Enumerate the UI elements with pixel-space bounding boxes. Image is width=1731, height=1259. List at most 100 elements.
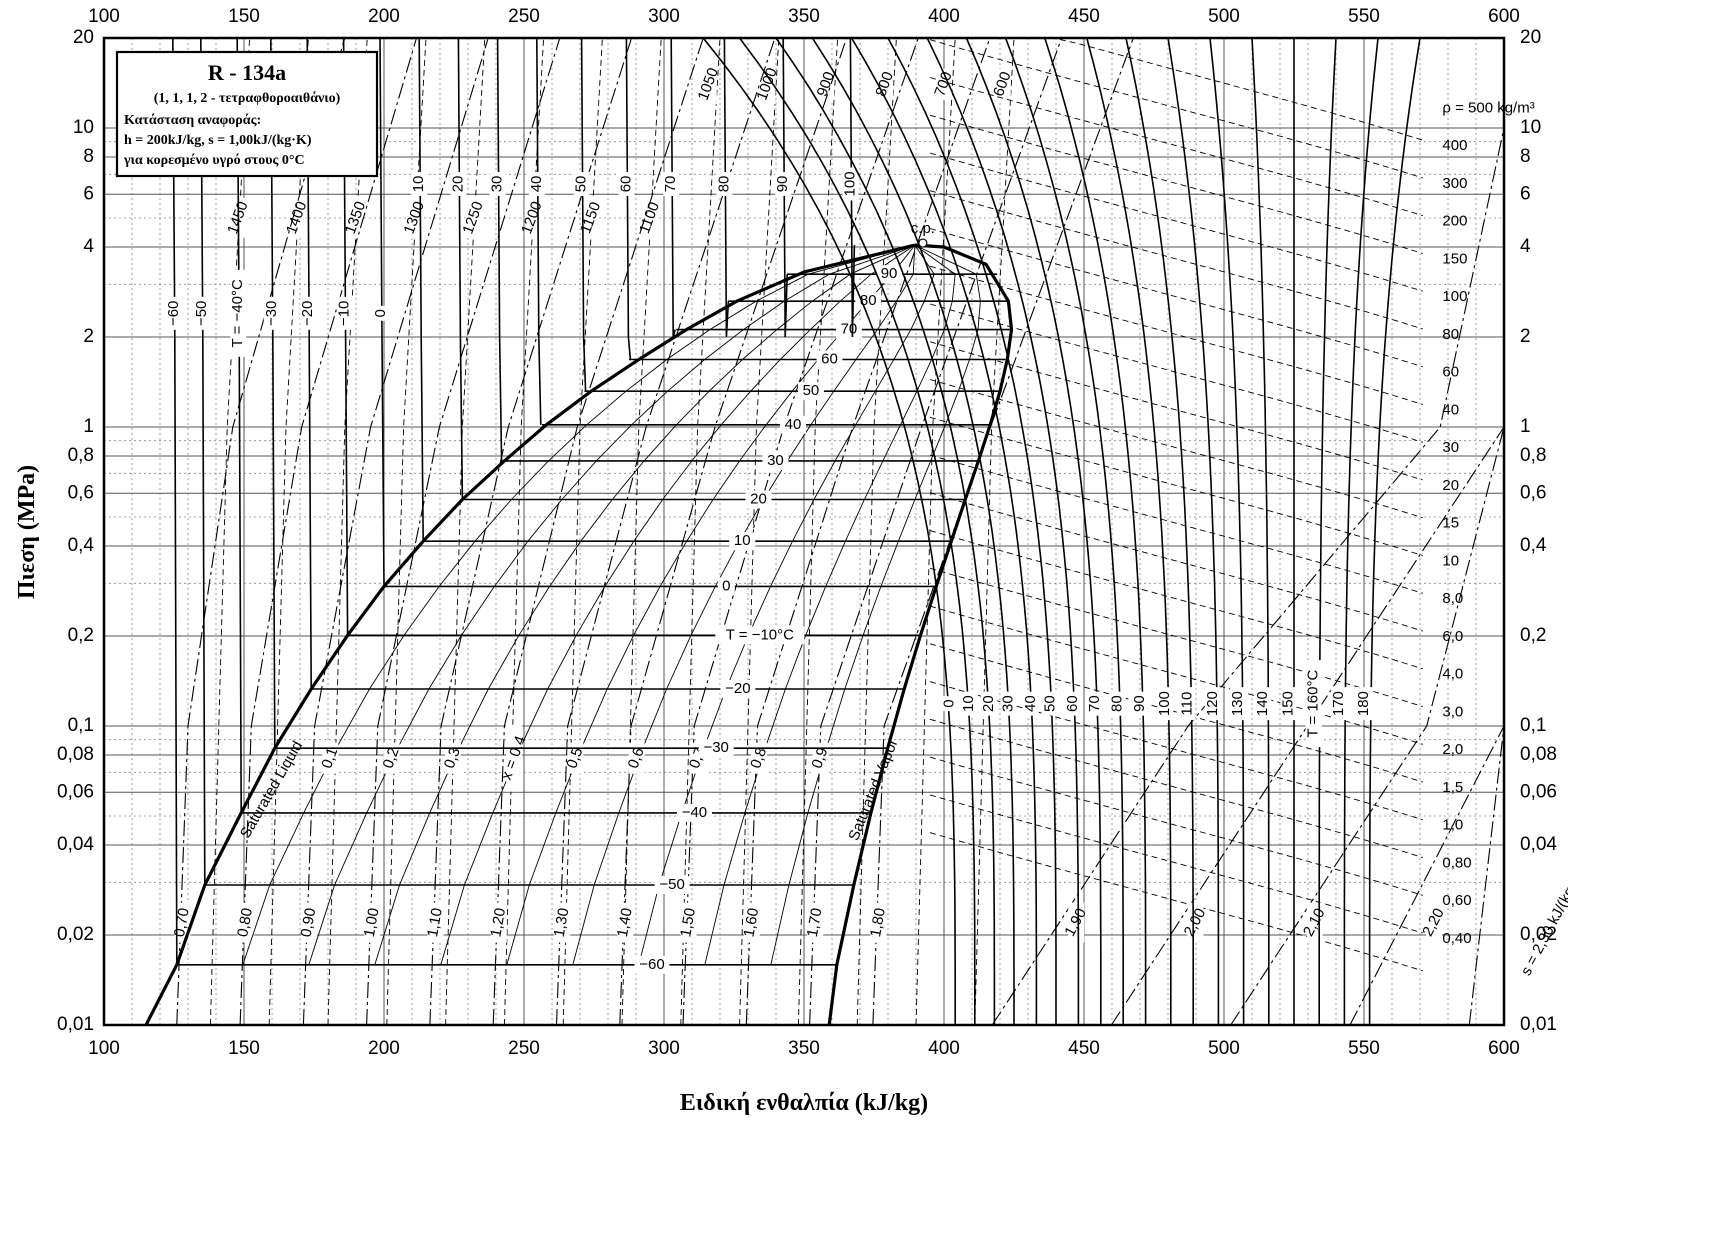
isotherm-liquid-label: −10 xyxy=(336,301,353,326)
density-line-vapor xyxy=(929,832,1423,972)
density-line-vapor xyxy=(929,114,1423,254)
density-label-vapor: 400 xyxy=(1442,137,1467,154)
isotherm-vapor-label: 80 xyxy=(1109,695,1126,712)
quality-label: 0,2 xyxy=(380,745,403,770)
isotherm-vapor xyxy=(965,37,1102,1025)
x-tick-bottom: 400 xyxy=(928,1038,960,1059)
isotherm-vapor xyxy=(775,37,996,1025)
density-label-vapor: 20 xyxy=(1442,477,1459,494)
isotherm-liquid xyxy=(782,37,788,338)
y-tick-left: 0,06 xyxy=(57,781,94,802)
isotherm-liquid xyxy=(457,37,464,500)
isotherm-vapor-label: 100 xyxy=(1156,691,1173,716)
y-tick-right: 0,08 xyxy=(1520,744,1557,765)
isotherm-vapor xyxy=(1086,37,1172,1025)
isotherm-label: 10 xyxy=(734,532,751,549)
density-line-vapor xyxy=(929,492,1423,632)
density-line-vapor xyxy=(929,379,1423,519)
density-line-liquid xyxy=(856,37,897,1026)
quality-label: x = 0,4 xyxy=(498,734,530,783)
isotherm-vapor xyxy=(1004,37,1124,1025)
y-tick-left: 20 xyxy=(73,27,94,48)
isotherm-vapor-label: 110 xyxy=(1179,692,1196,716)
density-label-vapor: 8,0 xyxy=(1442,590,1463,607)
quality-line xyxy=(506,244,916,965)
isotherm-vapor xyxy=(1343,37,1379,1025)
x-tick-top: 200 xyxy=(368,6,400,27)
density-label-liquid: 1250 xyxy=(459,199,486,236)
density-label-vapor: 30 xyxy=(1442,439,1459,456)
density-line-vapor xyxy=(929,718,1423,859)
quality-label: 0,9 xyxy=(808,745,831,770)
density-line-vapor xyxy=(929,190,1423,330)
density-label-vapor: 0,80 xyxy=(1442,854,1471,871)
y-tick-left: 2 xyxy=(83,326,94,347)
quality-line xyxy=(242,244,916,965)
density-label-vapor: 80 xyxy=(1442,326,1459,343)
entropy-line xyxy=(619,37,848,1026)
isotherm-vapor xyxy=(702,37,956,1025)
y-axis-title: Πιεση (MPa) xyxy=(14,465,40,599)
isotherm-vapor xyxy=(926,37,1080,1025)
entropy-label: 1,70 xyxy=(804,907,826,939)
y-tick-right: 0,01 xyxy=(1520,1014,1557,1035)
isotherm-label: 60 xyxy=(821,350,838,367)
y-tick-right: 0,2 xyxy=(1520,625,1546,646)
x-tick-top: 150 xyxy=(228,6,260,27)
y-tick-left: 8 xyxy=(83,146,94,167)
isotherm-liquid-label: 50 xyxy=(573,176,590,193)
isotherm-vapor-label: 40 xyxy=(1022,695,1039,712)
isotherm-vapor xyxy=(1318,37,1337,1025)
isotherm-vapor xyxy=(1251,37,1270,1025)
isotherm-liquid xyxy=(849,37,856,338)
grid xyxy=(104,38,1504,1025)
isotherm-label: 90 xyxy=(881,265,898,282)
y-tick-right: 1 xyxy=(1520,416,1531,437)
entropy-line xyxy=(745,37,991,1026)
y-tick-left: 0,4 xyxy=(68,535,95,556)
info-line-2: h = 200kJ/kg, s = 1,00kJ/(kg·K) xyxy=(124,133,312,148)
y-tick-right: 0,02 xyxy=(1520,924,1557,945)
x-tick-top: 500 xyxy=(1208,6,1240,27)
density-label-vapor: 100 xyxy=(1442,288,1467,305)
quality-line xyxy=(440,244,916,965)
isotherm-label: −20 xyxy=(725,680,750,697)
y-tick-left: 0,8 xyxy=(68,445,94,466)
density-label-vapor: 4,0 xyxy=(1442,666,1463,683)
x-tick-bottom: 500 xyxy=(1208,1038,1240,1059)
density-label-vapor: 1,5 xyxy=(1442,779,1463,796)
isotherm-vapor-label: T = 160°C xyxy=(1305,670,1322,738)
density-label-vapor: 300 xyxy=(1442,175,1467,192)
isotherm-vapor-label: 150 xyxy=(1279,691,1296,716)
x-tick-bottom: 450 xyxy=(1068,1038,1100,1059)
density-line-vapor xyxy=(929,39,1423,179)
chart-title: R - 134a xyxy=(208,60,286,85)
entropy-line xyxy=(1468,128,1505,1026)
isotherm-vapor-label: 140 xyxy=(1254,691,1271,716)
density-line-vapor xyxy=(929,341,1423,481)
x-tick-bottom: 150 xyxy=(228,1038,260,1059)
isotherm-label: −50 xyxy=(659,876,684,893)
density-label-vapor: 10 xyxy=(1442,552,1459,569)
isotherm-label: 40 xyxy=(785,416,802,433)
isotherm-label: 0 xyxy=(722,577,730,594)
density-label-vapor: 60 xyxy=(1442,364,1459,381)
y-tick-right: 0,06 xyxy=(1520,781,1557,802)
entropy-label: 1,60 xyxy=(740,907,762,939)
density-label-liquid: 1300 xyxy=(401,199,428,236)
y-tick-left: 0,2 xyxy=(68,625,94,646)
x-tick-bottom: 350 xyxy=(788,1038,820,1059)
entropy-label: 2,00 xyxy=(1181,905,1210,939)
isotherm-vapor-label: 60 xyxy=(1064,695,1081,712)
entropy-line xyxy=(492,37,704,1026)
density-label-vapor: 6,0 xyxy=(1442,628,1463,645)
entropy-label: 1,00 xyxy=(361,907,383,939)
density-line-vapor xyxy=(929,228,1423,368)
isotherm-liquid-label: 80 xyxy=(715,176,732,193)
axis-ticks: 1001001501502002002502503003003503504004… xyxy=(57,6,1557,1059)
density-label-vapor: 2,0 xyxy=(1442,741,1463,758)
entropy-label: 1,20 xyxy=(487,907,509,939)
density-line-vapor xyxy=(929,530,1423,670)
x-tick-top: 350 xyxy=(788,6,820,27)
